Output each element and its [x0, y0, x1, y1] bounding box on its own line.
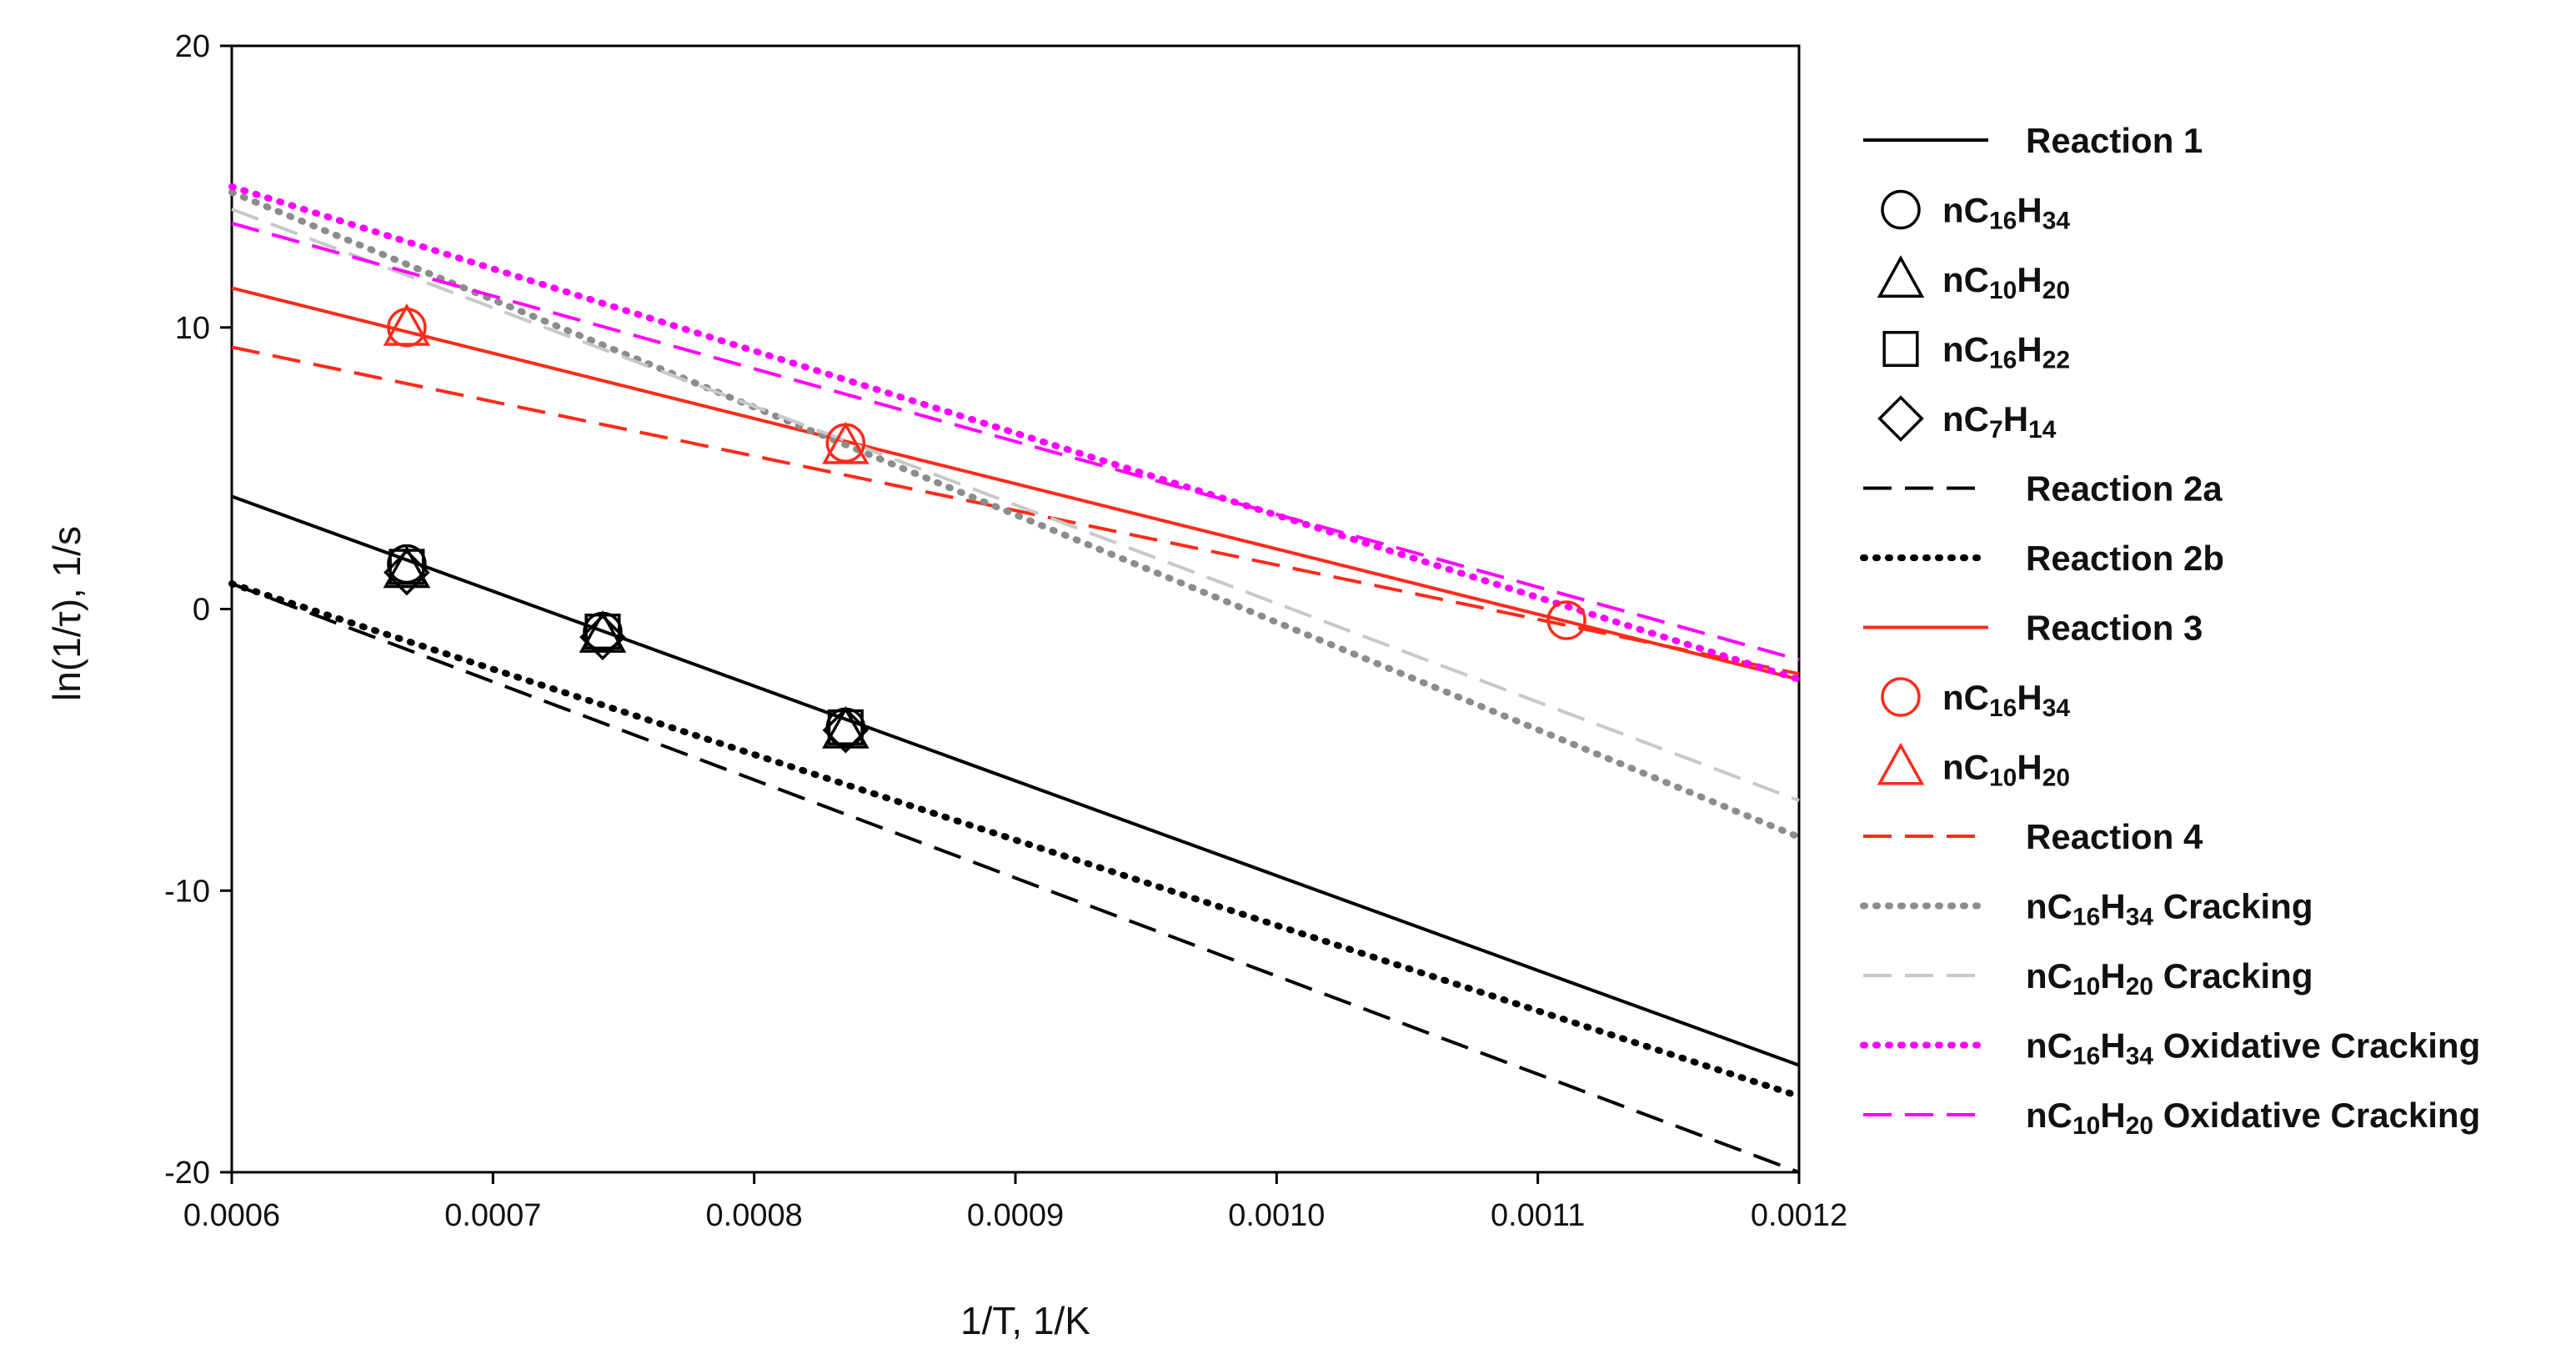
series-line-nc10h20-cracking-12: [231, 208, 1800, 803]
series-marker-nc7h14-4: [383, 549, 430, 596]
series-line-nc16h34-cracking-11: [228, 188, 1802, 841]
series-line-reaction-2a-5: [231, 582, 1800, 1174]
legend-label-reaction-3-7: Reaction 3: [2026, 609, 2203, 648]
legend-label-nc16h34-8: nC16H34: [1942, 678, 2070, 722]
series-line-nc10h20-oxidative-cracking-14: [231, 221, 1800, 662]
series-line-reaction-1-0: [231, 494, 1800, 1067]
legend-marker-nc16h22-3: [1882, 330, 1919, 368]
legend-label-reaction-2b-6: Reaction 2b: [2026, 539, 2224, 578]
y-axis-title: ln(1/τ), 1/s: [45, 526, 88, 701]
series-marker-nc10h20-2: [822, 705, 870, 749]
x-tick-label: 0.0009: [967, 1198, 1064, 1233]
legend-label-reaction-4-10: Reaction 4: [2026, 817, 2203, 856]
legend-label-nc16h34-oxidative-cracking-13: nC16H34 Oxidative Cracking: [2026, 1026, 2480, 1071]
series-line-reaction-2b-6: [228, 580, 1802, 1100]
series-marker-nc10h20-9: [822, 421, 870, 464]
y-tick-label: -10: [164, 874, 210, 909]
legend-label-nc16h22-3: nC16H22: [1942, 330, 2070, 374]
x-tick-label: 0.0008: [706, 1198, 803, 1233]
legend-label-nc10h20-2: nC10H20: [1942, 260, 2070, 304]
x-tick-label: 0.0006: [183, 1198, 280, 1233]
legend-label-reaction-2a-5: Reaction 2a: [2026, 469, 2223, 509]
x-tick-label: 0.0010: [1228, 1198, 1325, 1233]
x-tick-label: 0.0012: [1751, 1198, 1847, 1233]
series-marker-nc7h14-4: [579, 614, 626, 661]
series-line-nc16h34-oxidative-cracking-13: [228, 183, 1802, 683]
series-marker-nc10h20-2: [579, 609, 627, 653]
tick-labels-group: 0.0006 0.0007 0.0008 0.0009 0.0010 0.0011 0.00…: [164, 29, 1847, 1233]
series-marker-nc10h20-2: [383, 545, 431, 589]
legend-label-nc10h20-cracking-12: nC10H20 Cracking: [2026, 956, 2313, 1000]
legend-marker-nc16h34-1: [1881, 189, 1921, 230]
legend-marker-nc10h20-9: [1877, 742, 1925, 785]
legend-label-reaction-1-0: Reaction 1: [2026, 121, 2203, 160]
legend-marker-nc16h34-8: [1881, 677, 1921, 717]
series-marker-nc10h20-9: [383, 303, 431, 346]
legend-label-nc16h34-cracking-11: nC16H34 Cracking: [2026, 887, 2313, 931]
series-lines-group: [228, 183, 1802, 1174]
plot-frame: [230, 44, 1801, 1174]
series-line-reaction-4-10: [231, 345, 1800, 676]
axes-group: [220, 44, 1801, 1184]
y-tick-label: -20: [164, 1156, 210, 1191]
legend: Reaction 1 nC16H34 nC10H20 nC16H22 nC7H14 Rea…: [1860, 121, 2480, 1140]
series-line-reaction-3-7: [231, 286, 1800, 681]
x-axis-title: 1/T, 1/K: [960, 1299, 1090, 1342]
y-tick-label: 20: [175, 29, 210, 64]
series-markers-group: [383, 303, 1586, 754]
y-tick-label: 0: [193, 593, 210, 628]
y-tick-label: 10: [175, 311, 210, 346]
series-marker-nc16h34-8: [1546, 600, 1586, 640]
legend-label-nc16h34-1: nC16H34: [1942, 191, 2070, 235]
legend-marker-nc10h20-2: [1877, 255, 1925, 298]
legend-label-nc10h20-oxidative-cracking-14: nC10H20 Oxidative Cracking: [2026, 1096, 2480, 1140]
legend-marker-nc7h14-4: [1877, 395, 1924, 442]
x-tick-label: 0.0007: [444, 1198, 541, 1233]
series-marker-nc7h14-4: [822, 706, 870, 754]
legend-label-nc7h14-4: nC7H14: [1942, 399, 2057, 444]
legend-label-nc10h20-9: nC10H20: [1942, 748, 2070, 792]
x-tick-label: 0.0011: [1491, 1198, 1585, 1233]
